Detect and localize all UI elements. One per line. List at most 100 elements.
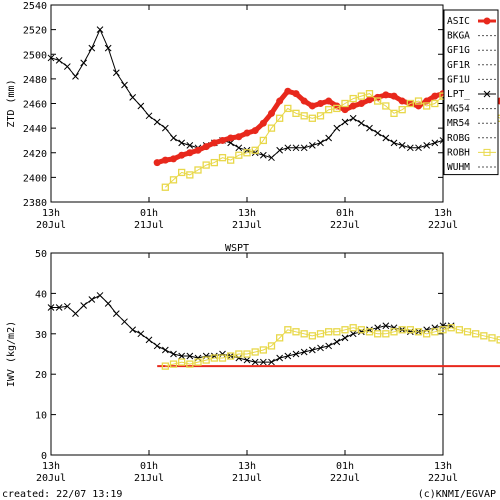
data-point-lpt [349,114,357,122]
data-point-robh [178,358,186,366]
data-point-robh [284,104,292,113]
data-point-lpt [243,356,251,364]
data-point-robh [382,330,390,338]
data-point-asic [382,91,390,99]
legend-label: WUHM [447,162,470,173]
data-point-lpt [308,346,316,354]
x-tick-label-hour: 01h [336,208,354,219]
data-point-lpt [382,322,390,330]
legend-marker [483,148,491,156]
data-point-robh [341,326,349,334]
x-tick-label-hour: 01h [140,461,158,472]
data-point-lpt [47,304,55,311]
data-point-asic [202,143,210,151]
data-point-robh [292,109,300,117]
data-point-asic [325,97,333,105]
data-point-robh [218,354,227,362]
data-point-lpt [325,342,333,350]
data-point-robh [398,106,406,114]
data-point-lpt [55,57,63,64]
legend-label: ASIC [447,16,470,27]
x-tick-label-date: 21Jul [232,220,262,231]
data-point-asic [227,134,235,142]
x-tick-label-date: 21Jul [232,473,262,484]
data-point-robh [463,328,472,336]
data-point-lpt [406,144,414,152]
data-point-asic [276,97,284,105]
y-tick-label: 30 [35,330,47,341]
data-point-asic [161,156,169,164]
y-tick-label: 2380 [23,198,47,209]
data-point-asic [259,119,267,127]
data-point-robh [414,97,423,105]
data-point-lpt [276,354,284,362]
data-point-robh [374,97,382,105]
data-point-robh [414,328,423,336]
data-point-robh [161,183,169,191]
data-point-robh [210,354,218,362]
data-point-lpt [423,326,431,334]
data-point-lpt [341,118,349,126]
data-point-lpt [80,59,88,67]
data-point-robh [300,330,308,338]
x-tick-label-hour: 13h [42,461,60,472]
data-point-lpt [63,302,71,310]
data-point-asic [268,109,275,117]
data-point-lpt [219,350,226,358]
data-point-robh [218,154,227,162]
x-tick-label-date: 22Jul [428,473,458,484]
data-point-lpt [341,334,349,342]
data-point-asic [251,127,259,135]
data-point-lpt [178,352,186,360]
data-point-asic [357,100,365,107]
data-point-lpt [374,129,382,137]
data-point-asic [210,139,218,147]
legend-label: ROBG [447,133,470,144]
data-point-asic [153,159,161,167]
legend-label: ROBH [447,147,470,158]
data-point-lpt [63,63,71,70]
legend-marker [483,90,491,98]
data-point-lpt [186,352,194,360]
data-point-asic [243,129,251,137]
data-point-lpt [268,358,275,366]
y-tick-label: 2460 [23,100,47,111]
y-tick-label: 40 [35,289,47,300]
data-point-lpt [96,292,104,299]
y-tick-label: 50 [35,249,47,260]
data-point-lpt [390,324,398,332]
iwv-panel: 0102030405013h20Jul01h21Jul13h21Jul01h22… [6,243,500,484]
data-point-robh [210,158,218,167]
data-point-robh [186,171,194,179]
data-point-lpt [137,102,145,110]
data-point-robh [472,330,480,338]
x-tick-label-date: 22Jul [428,220,458,231]
data-point-robh [251,348,259,356]
data-point-lpt [366,124,373,132]
data-point-robh [423,330,431,338]
y-tick-label: 2400 [23,173,47,184]
data-point-lpt [325,134,333,142]
data-point-robh [398,326,406,334]
y-tick-label: 10 [35,411,47,422]
data-point-robh [439,326,447,334]
data-point-lpt [96,26,104,33]
data-point-robh [243,350,251,358]
x-tick-label-hour: 13h [434,461,452,472]
legend-label: GF1R [447,60,470,71]
data-point-asic [431,92,439,100]
data-point-lpt [170,134,177,142]
data-point-robh [365,90,374,98]
data-point-robh [308,114,316,122]
x-tick-label-hour: 01h [336,461,354,472]
y-axis-label: ZTD (mm) [6,79,17,127]
data-point-robh [276,114,284,122]
data-point-lpt [112,69,120,77]
x-tick-label-hour: 01h [140,208,158,219]
data-point-asic [292,90,300,98]
data-point-asic [317,100,324,107]
data-point-lpt [333,338,341,346]
data-point-robh [227,352,235,360]
data-point-robh [194,358,202,366]
data-point-lpt [382,134,390,142]
